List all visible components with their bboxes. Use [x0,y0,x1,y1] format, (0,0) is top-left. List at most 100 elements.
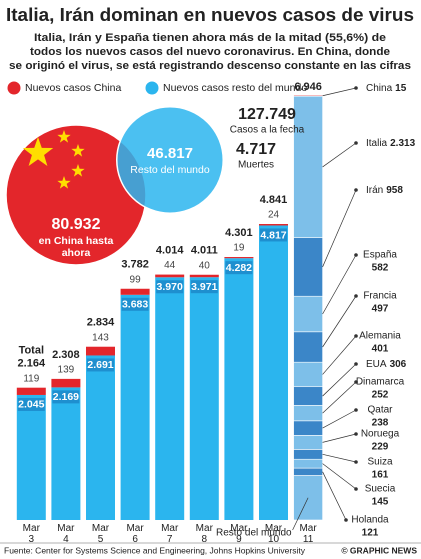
leader-dot [354,380,358,384]
value-label: 19 [233,243,245,254]
x-tick-label: Mar 9 [230,523,248,545]
chart-title: Italia, Irán dominan en nuevos casos de … [6,5,414,25]
bar-china [155,274,185,278]
leader-line [322,189,357,268]
x-tick-label: Mar 4 [57,523,75,545]
leader-line [322,142,357,168]
annotation-value: 127.749 [238,106,296,123]
total-label: 2.308 [52,349,80,361]
leader-line [322,409,357,429]
segment-label: Francia [363,291,397,302]
circle-value: 46.817 [147,145,193,162]
subtitle: se originó el virus, se está registrando… [9,60,411,72]
circle-text-box: en China hasta ahora [39,235,114,259]
segment-value: 252 [372,390,389,401]
leader-dot [354,294,358,298]
segment-label: Italia 2.313 [366,138,416,149]
bar-rest [259,225,288,520]
leader-dot [354,362,358,366]
segment-name: Irán [366,185,383,196]
bar-segment [293,467,323,476]
total-label: 6.946 [294,81,322,93]
leader-dot [354,188,358,192]
bar-segment [293,361,323,388]
bar-segment [293,435,323,450]
leader-dot [354,432,358,436]
subtitle: Italia, Irán y España tienen ahora más d… [34,32,386,44]
x-tick-label: Mar 7 [161,523,179,545]
subtitle: todos los nuevos casos del nuevo coronav… [30,46,390,58]
segment-value: 401 [372,344,389,355]
segment-value: 238 [372,418,389,429]
bar-rest [224,258,254,520]
total-label: 4.841 [260,194,288,206]
value-box [17,397,45,411]
value-label: 2.045 [18,399,44,411]
leader-line [322,433,357,443]
annotation-text: Casos a la fecha [230,125,305,136]
annotation-value: 4.717 [236,141,276,158]
value-box [225,261,253,275]
bar-segment [293,95,323,97]
leader-dot [354,141,358,145]
leader-line [322,254,357,315]
bar-segment [293,405,323,422]
segment-label: Irán 958 [366,185,403,196]
legend-swatch [144,80,160,96]
bar-segment [293,237,323,297]
segment-value: 161 [372,470,389,481]
value-label: 3.971 [191,281,217,293]
leader-line [322,463,357,490]
circle-value: 80.932 [52,216,101,233]
value-label: 44 [164,260,176,271]
leader-line [322,363,357,397]
segment-label: Dinamarca [356,377,405,388]
value-label: 4.817 [260,229,286,241]
total-label: 4.014 [156,244,184,256]
segment-value: 497 [372,304,389,315]
bar-china [51,378,81,388]
leader-dot [344,518,348,522]
bar-segment [293,331,323,363]
legend-label: Nuevos casos China [25,82,121,94]
value-box [156,280,184,294]
segment-label: China 15 [366,83,407,94]
value-box [190,280,218,294]
bar-china [120,288,150,295]
segment-value: 958 [386,185,403,196]
bar-segment [293,458,323,469]
leader-dot [354,86,358,90]
bar-rest [120,294,150,520]
segment-label: Qatar [367,405,393,416]
bar-rest [155,277,185,520]
segment-label: Suiza [367,457,392,468]
segment-name: China [366,83,393,94]
segment-value: 15 [395,83,407,94]
total-label: 4.011 [191,245,218,257]
total-label: 2.164 [18,358,46,370]
value-label: 3.970 [157,281,183,293]
x-tick-label: Mar 3 [22,523,40,545]
leader-line [322,295,357,348]
bar-segment [293,420,323,436]
value-label: 3.683 [122,299,148,311]
x-tick-label: Mar 5 [91,523,110,545]
value-box [87,358,114,372]
segment-label: Holanda [351,515,389,526]
leader-dot [354,253,358,257]
circle-text: Resto del mundo [130,164,210,176]
segment-label: EUA 306 [366,359,407,370]
value-label: 2.169 [53,391,79,403]
bar-china [224,257,254,259]
total-label: 3.782 [121,259,149,271]
segment-label: Alemania [359,331,401,342]
segment-name: Italia [366,138,388,149]
bar-rest [86,355,115,520]
bar-rest [51,387,81,520]
leader-dot [354,408,358,412]
segment-value: 229 [372,442,389,453]
leader-line [322,381,357,414]
value-box [52,390,80,404]
leader-dot [354,334,358,338]
